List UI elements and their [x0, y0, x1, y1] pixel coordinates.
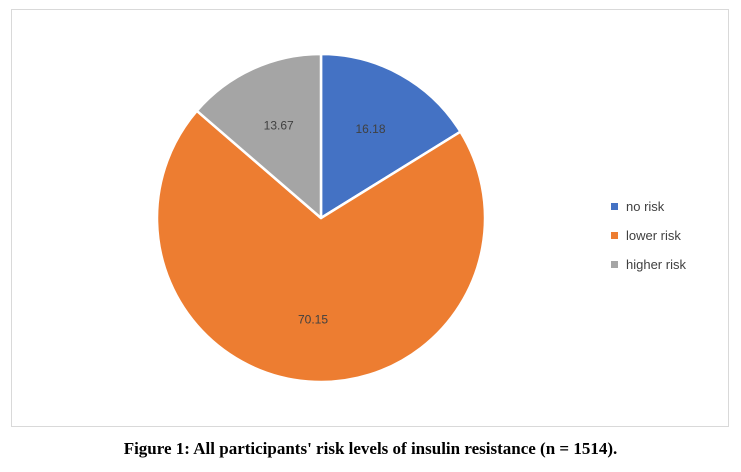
data-label-lower-risk: 70.15	[298, 312, 328, 326]
legend-label: higher risk	[626, 257, 686, 272]
legend-item-higher-risk: higher risk	[611, 250, 686, 279]
legend-swatch	[611, 261, 618, 268]
pie-slice-higher-risk	[195, 52, 323, 220]
legend-label: no risk	[626, 199, 665, 214]
pie-slice-no-risk	[319, 52, 462, 220]
legend-item-lower-risk: lower risk	[611, 221, 686, 250]
legend-swatch	[611, 203, 618, 210]
legend: no risk lower risk higher risk	[611, 192, 686, 279]
legend-item-no-risk: no risk	[611, 192, 686, 221]
pie-slice-lower-risk	[155, 109, 487, 384]
legend-swatch	[611, 232, 618, 239]
legend-label: lower risk	[626, 228, 681, 243]
data-label-no-risk: 16.18	[355, 122, 385, 136]
figure-caption: Figure 1: All participants' risk levels …	[123, 439, 618, 458]
data-label-higher-risk: 13.67	[264, 119, 294, 133]
